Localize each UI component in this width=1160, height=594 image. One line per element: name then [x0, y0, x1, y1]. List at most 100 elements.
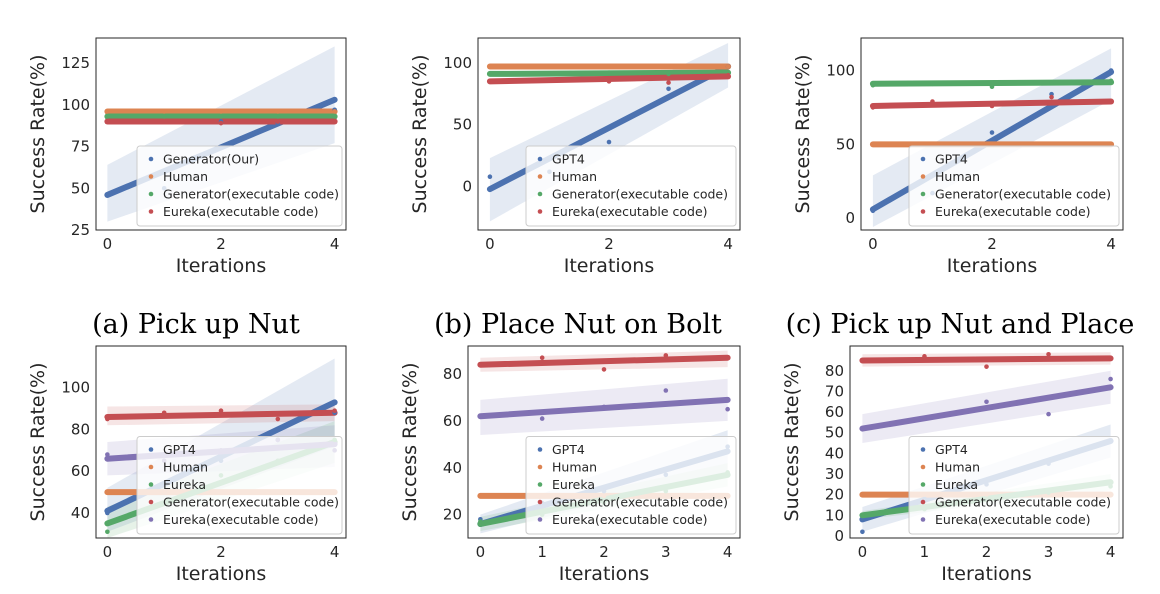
- x-axis-label: Iterations: [176, 255, 267, 277]
- panel-b-bottom: 0 1 2 3 4 20 40 60 80 Iterations Success Rate(%) GP…: [399, 345, 741, 585]
- panel-a-bottom: 0 2 4 40 60 80 100 Iterations Success Rate(%) GPT…: [27, 345, 347, 585]
- y-tick-label: 50: [453, 116, 472, 134]
- y-axis-label: Success Rate(%): [399, 363, 421, 522]
- legend-label: GPT4: [163, 442, 196, 457]
- legend-marker-2: [920, 482, 926, 487]
- y-tick-label: 0: [845, 209, 855, 227]
- panel-c-top: 0 2 4 0 50 100 Iterations Success Rate(%) GPT4 Hu…: [792, 37, 1124, 277]
- legend-marker-0: [148, 156, 154, 162]
- legend-label: Eureka(executable code): [163, 512, 319, 527]
- legend-box: [908, 436, 1120, 535]
- data-point-3-0: [105, 119, 110, 124]
- x-tick-label: 0: [868, 235, 878, 253]
- y-tick-label: 75: [71, 138, 90, 156]
- y-tick-label: 40: [825, 444, 844, 462]
- y-axis-label: Success Rate(%): [409, 55, 431, 214]
- legend-label: Generator(Our): [163, 152, 259, 167]
- x-tick-label: 4: [330, 543, 340, 561]
- legend-label: Eureka(executable code): [552, 204, 708, 219]
- legend: Generator(Our) Human Generator(executable …: [136, 145, 343, 227]
- data-point-2-3: [1049, 80, 1054, 85]
- data-point-3-1: [922, 354, 927, 359]
- legend-label: Generator(executable code): [163, 187, 339, 202]
- legend-marker-1: [920, 464, 926, 470]
- y-tick-label: 25: [71, 221, 90, 239]
- data-point-2-1: [161, 114, 167, 119]
- x-tick-label: 2: [216, 543, 226, 561]
- data-point-1-0: [860, 492, 865, 497]
- legend-box: [525, 436, 737, 535]
- legend-label: Human: [935, 169, 980, 184]
- legend-label: Eureka: [552, 477, 595, 492]
- data-point-3-1: [539, 355, 545, 361]
- data-point-2-0: [487, 71, 493, 77]
- data-point-4-0: [105, 452, 110, 457]
- legend-label: Eureka(executable code): [163, 204, 319, 219]
- legend-marker-3: [148, 499, 154, 505]
- data-point-3-2: [218, 408, 224, 413]
- y-tick-label: 0: [462, 178, 472, 196]
- data-point-1-2: [606, 64, 612, 69]
- legend-label: Human: [552, 460, 597, 475]
- data-point-0-2: [606, 139, 612, 145]
- data-point-1-0: [478, 493, 483, 499]
- legend-marker-2: [537, 482, 543, 487]
- data-point-3-2: [989, 103, 995, 109]
- data-point-2-0: [478, 519, 483, 524]
- legend-label: Human: [935, 460, 980, 475]
- data-point-1-1: [930, 142, 935, 147]
- y-tick-label: 50: [836, 135, 855, 153]
- axes-frame: [849, 345, 1124, 539]
- regression-line-4: [859, 384, 1114, 432]
- data-point-3-3: [663, 353, 669, 358]
- y-tick-label: 0: [834, 527, 844, 545]
- data-point-2-0: [860, 512, 865, 518]
- y-tick-label: 60: [71, 462, 90, 480]
- y-axis-label: Success Rate(%): [792, 55, 814, 214]
- data-point-1-2: [218, 109, 224, 114]
- panel-a-top: 0 2 4 25 50 75 100 125 Iterations Success Rate(%)…: [27, 37, 347, 277]
- y-tick-label: 100: [61, 96, 90, 114]
- legend-marker-0: [537, 447, 543, 452]
- legend-marker-1: [148, 174, 154, 179]
- y-tick-label: 40: [443, 459, 462, 477]
- data-point-0-0: [105, 192, 110, 198]
- legend-marker-3: [537, 499, 543, 505]
- y-tick-label: 50: [825, 424, 844, 442]
- x-tick-label: 4: [723, 543, 733, 561]
- data-point-3-3: [275, 119, 281, 124]
- axes-frame: [95, 345, 347, 539]
- legend-label: Eureka: [163, 477, 206, 492]
- legend-marker-2: [920, 191, 926, 197]
- data-point-0-0: [487, 174, 493, 180]
- legend-box: [136, 436, 343, 535]
- legend: GPT4 Human Generator(executable code) Eurek…: [908, 145, 1120, 227]
- data-point-1-3: [1049, 142, 1054, 147]
- data-point-2-2: [606, 70, 612, 75]
- x-tick-label: 3: [661, 543, 671, 561]
- regression-line-3: [859, 355, 1114, 364]
- data-point-3-1: [547, 77, 552, 83]
- x-tick-label: 0: [103, 235, 113, 253]
- x-tick-label: 1: [537, 543, 547, 561]
- y-tick-label: 100: [826, 61, 855, 79]
- data-point-1-0: [105, 489, 110, 495]
- data-point-3-1: [161, 410, 167, 416]
- y-axis-label: Success Rate(%): [27, 55, 49, 214]
- y-tick-label: 30: [825, 465, 844, 483]
- legend-label: Generator(executable code): [552, 187, 728, 202]
- data-point-1-3: [666, 64, 671, 69]
- data-point-3-4: [725, 72, 731, 78]
- legend-label: Generator(executable code): [935, 495, 1111, 510]
- legend-marker-4: [920, 517, 926, 522]
- data-point-4-3: [663, 388, 669, 393]
- legend-marker-3: [920, 209, 926, 214]
- legend-label: Generator(executable code): [935, 187, 1111, 202]
- x-tick-label: 2: [216, 235, 226, 253]
- data-point-4-3: [1046, 411, 1051, 417]
- data-point-0-0: [870, 208, 876, 214]
- x-tick-label: 2: [982, 543, 992, 561]
- data-point-1-2: [989, 142, 995, 147]
- panel-c-bottom: 0 1 2 3 401020304050607080IterationsSuccess …: [781, 345, 1124, 585]
- legend-label: Eureka(executable code): [935, 512, 1091, 527]
